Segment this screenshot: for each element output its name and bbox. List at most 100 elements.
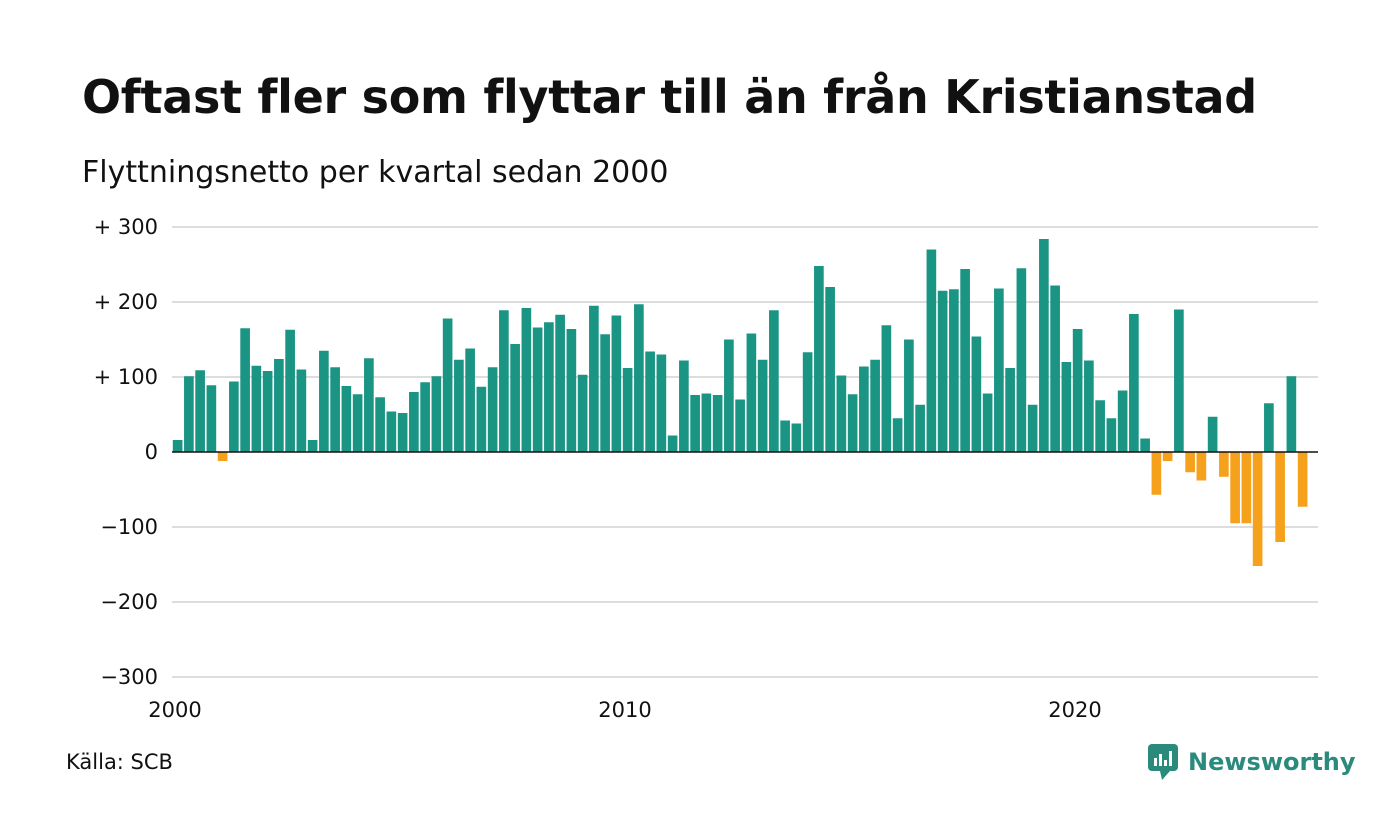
bar <box>341 386 352 452</box>
bar <box>971 336 982 452</box>
bar <box>229 381 239 452</box>
bar <box>757 359 768 452</box>
bar <box>791 423 802 452</box>
bar <box>532 327 543 452</box>
bar <box>397 413 408 452</box>
chart-subtitle: Flyttningsnetto per kvartal sedan 2000 <box>82 155 669 190</box>
bar <box>1207 416 1218 452</box>
bar <box>836 375 847 452</box>
bar <box>1264 403 1274 452</box>
bar <box>1027 404 1038 452</box>
bar <box>645 351 655 452</box>
bar <box>915 404 925 452</box>
bar <box>926 249 937 452</box>
bar <box>307 440 318 452</box>
bar <box>1084 360 1094 452</box>
bar <box>364 358 374 452</box>
bar <box>769 310 779 452</box>
y-tick-label: + 200 <box>94 290 158 314</box>
y-tick-label: 0 <box>145 440 158 464</box>
bar <box>352 394 363 452</box>
bar <box>960 269 970 452</box>
bar <box>1241 452 1252 524</box>
y-tick-label: −300 <box>100 665 158 689</box>
y-tick-label: + 300 <box>94 215 158 239</box>
brand-logo-block: Newsworthy <box>1148 744 1356 780</box>
bar <box>859 366 869 452</box>
bar <box>1005 368 1015 452</box>
bar <box>386 411 397 452</box>
bar <box>982 393 993 452</box>
bar <box>589 305 599 452</box>
bar <box>172 440 183 452</box>
bar <box>454 359 464 452</box>
bar <box>1072 329 1083 452</box>
bar <box>802 352 813 452</box>
bar <box>847 394 858 452</box>
bar <box>1252 452 1263 566</box>
x-tick-label: 2000 <box>148 698 201 722</box>
bar <box>1275 452 1285 542</box>
bar <box>431 376 442 452</box>
bar <box>330 367 340 452</box>
bar <box>622 368 633 452</box>
y-tick-label: −100 <box>100 515 158 539</box>
bar <box>240 328 250 452</box>
bar <box>735 399 745 452</box>
bar <box>262 371 273 452</box>
bar <box>667 435 678 452</box>
bar <box>206 385 217 452</box>
bar <box>285 329 295 452</box>
bar <box>870 359 880 452</box>
bar <box>1117 390 1128 452</box>
bar <box>510 344 520 452</box>
y-tick-label: + 100 <box>94 365 158 389</box>
bar <box>1106 418 1117 452</box>
bar <box>1196 452 1207 481</box>
bar <box>251 365 262 452</box>
bar <box>499 310 509 452</box>
bar <box>780 420 790 452</box>
bar <box>892 418 903 452</box>
bar <box>825 287 835 452</box>
bar <box>1050 285 1060 452</box>
bar <box>1016 268 1027 452</box>
bar <box>1185 452 1195 473</box>
bar <box>409 392 419 452</box>
bar <box>487 367 498 452</box>
bar <box>611 315 622 452</box>
bar <box>577 374 588 452</box>
bar <box>476 386 487 452</box>
bar <box>1162 452 1173 461</box>
bar <box>1151 452 1162 495</box>
bar <box>1140 438 1150 452</box>
bar <box>746 333 757 452</box>
bar <box>184 376 194 452</box>
newsworthy-logo-icon <box>1148 744 1178 780</box>
bar <box>1230 452 1240 524</box>
bar <box>1039 239 1049 452</box>
bar <box>904 339 914 452</box>
bar <box>195 370 205 452</box>
bar <box>1129 314 1139 452</box>
source-note: Källa: SCB <box>66 750 173 774</box>
bar <box>690 395 700 452</box>
bar <box>521 308 532 452</box>
bar <box>1095 400 1105 452</box>
bar <box>544 322 554 452</box>
bar <box>465 348 475 452</box>
bar <box>217 452 228 461</box>
bar <box>881 325 892 452</box>
chart-title: Oftast fler som flyttar till än från Kri… <box>82 70 1257 124</box>
y-tick-label: −200 <box>100 590 158 614</box>
bar <box>442 318 453 452</box>
bar <box>724 339 734 452</box>
x-tick-label: 2020 <box>1048 698 1101 722</box>
bar <box>634 304 644 452</box>
bar <box>274 359 284 452</box>
bar <box>1286 376 1297 452</box>
bar <box>994 288 1004 452</box>
bar <box>296 369 307 452</box>
bar <box>1174 309 1184 452</box>
